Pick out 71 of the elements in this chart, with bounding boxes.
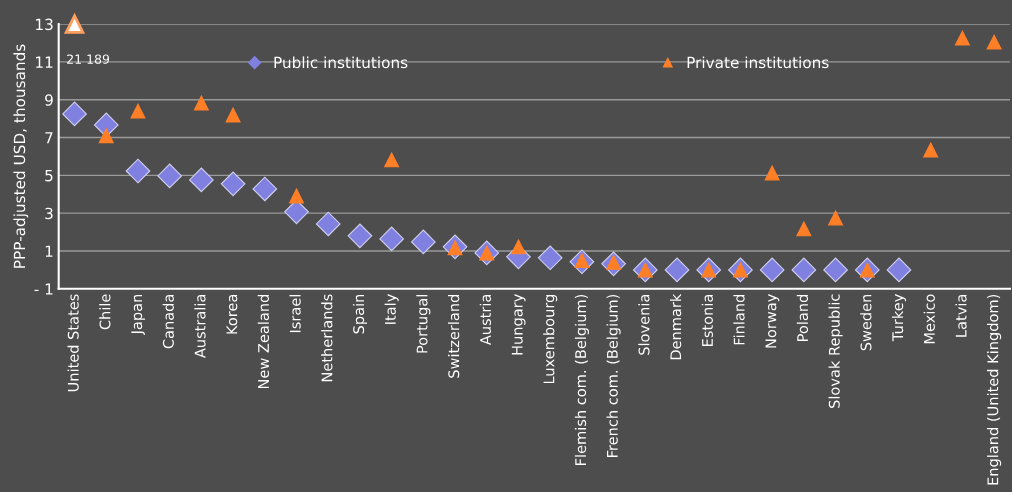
x-tick-label: Mexico [923, 294, 935, 344]
point [886, 257, 912, 283]
point [62, 101, 87, 127]
point [923, 142, 939, 158]
point [828, 210, 844, 226]
point [764, 165, 780, 181]
x-tick-label: Spain [352, 294, 367, 334]
y-tick-label: 1 [45, 245, 53, 257]
point [384, 152, 400, 168]
annotation: 21 189 [67, 54, 110, 64]
x-tick-label: Portugal [416, 295, 431, 353]
point [189, 167, 214, 193]
point [411, 229, 436, 255]
point [347, 223, 373, 249]
x-tick-label: Israel [289, 295, 301, 333]
x-tick-label: Slovenia [638, 294, 650, 355]
x-tick-label: Australia [194, 294, 206, 359]
x-tick-label: Finland [733, 294, 745, 345]
legend-label: Public institutions [274, 56, 408, 69]
point [759, 257, 785, 283]
x-tick-label: Latvia [955, 294, 967, 337]
y-tick-label: 7 [45, 132, 53, 144]
point [289, 188, 305, 204]
x-tick-label: Switzerland [448, 294, 460, 378]
point [98, 128, 114, 144]
point [954, 30, 970, 46]
x-tick-label: Korea [226, 294, 238, 334]
point [125, 158, 151, 184]
point [796, 221, 812, 237]
y-tick-label: 11 [36, 56, 53, 68]
x-tick-label: England (United Kingdom) [987, 294, 1002, 485]
x-tick-label: United States [67, 294, 79, 392]
x-tick-label: Chile [99, 294, 111, 330]
point [537, 245, 563, 271]
x-tick-label: New Zealand [257, 294, 270, 389]
point [315, 211, 341, 237]
point [379, 226, 404, 252]
y-axis-title: PPP-adjusted USD, thousands [13, 44, 29, 268]
point [252, 176, 278, 202]
x-tick-label: Sweden [860, 294, 872, 351]
point [986, 34, 1002, 50]
point [225, 107, 241, 123]
x-tick-label: Austria [479, 294, 491, 346]
legend-label: Private institutions [687, 56, 829, 69]
y-tick-label: 5 [45, 170, 53, 182]
point [220, 171, 246, 197]
x-tick-label: Denmark [669, 293, 682, 360]
point [130, 103, 146, 119]
point [193, 95, 209, 111]
x-tick-label: Luxembourg [543, 294, 558, 384]
x-tick-label: Poland [796, 294, 809, 341]
point [664, 257, 690, 283]
point [823, 257, 848, 283]
x-tick-label: French com. (Belgium) [606, 294, 621, 457]
x-tick-label: Estonia [701, 294, 713, 346]
x-tick-label: Flemish com. (Belgium) [574, 294, 589, 465]
x-tick-label: Canada [162, 294, 174, 349]
x-tick-label: Netherlands [321, 294, 333, 382]
point [791, 257, 817, 283]
x-tick-label: Italy [384, 294, 399, 324]
point [157, 163, 183, 189]
x-tick-label: Turkey [891, 294, 907, 342]
y-tick-label: 3 [45, 207, 53, 220]
x-tick-label: Hungary [511, 294, 526, 355]
x-tick-label: Norway [765, 294, 780, 348]
point [510, 239, 526, 255]
x-tick-label: Japan [131, 294, 146, 336]
y-tick-label: 13 [36, 18, 53, 31]
x-tick-label: Slovak Republic [828, 294, 843, 408]
y-tick-label: - 1 [34, 283, 53, 295]
y-tick-label: 9 [45, 94, 53, 106]
